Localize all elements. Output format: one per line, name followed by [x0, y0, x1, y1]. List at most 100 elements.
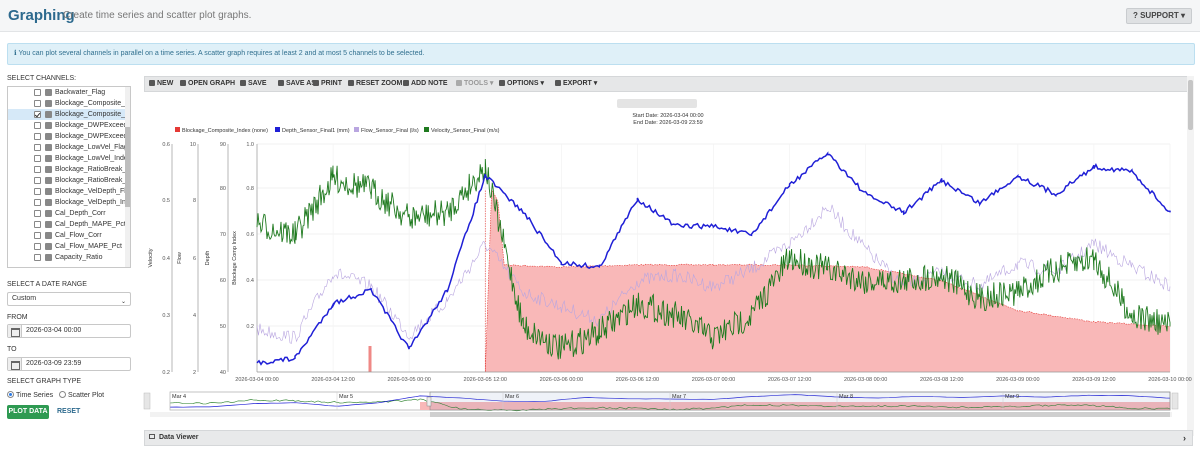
radio-icon[interactable] — [58, 391, 66, 398]
toolbar-item[interactable]: SAVE — [240, 77, 267, 91]
channel-item[interactable]: Blockage_VelDepth_Flag — [8, 186, 126, 197]
channel-icon — [45, 221, 52, 228]
channel-checkbox[interactable] — [34, 199, 41, 206]
chevron-right-icon[interactable]: › — [1183, 433, 1186, 443]
channel-checkbox[interactable] — [34, 122, 41, 129]
channel-checkbox[interactable] — [34, 89, 41, 96]
date-range-label: SELECT A DATE RANGE — [7, 281, 87, 288]
channel-icon — [45, 122, 52, 129]
x-tick-label: 2026-03-05 12:00 — [464, 377, 507, 383]
toolbar-item[interactable]: OPEN GRAPH — [180, 77, 235, 91]
channel-list[interactable]: Backwater_Flag Blockage_Composite_Fla Bloc… — [7, 86, 131, 268]
channel-item[interactable]: Backwater_Flag — [8, 87, 126, 98]
zoom-icon — [348, 80, 354, 86]
navigator-scroll-right[interactable] — [1171, 392, 1179, 410]
channel-checkbox[interactable] — [34, 166, 41, 173]
channel-item[interactable]: Cal_Flow_MAPE_Pct — [8, 241, 126, 252]
channel-item[interactable]: Cal_Flow_Corr — [8, 230, 126, 241]
channel-list-scroll-thumb[interactable] — [125, 127, 130, 207]
time-series-radio[interactable]: Time Series — [7, 391, 54, 399]
data-viewer-panel[interactable]: Data Viewer › — [144, 430, 1193, 446]
channel-checkbox[interactable] — [34, 210, 41, 217]
channel-item[interactable]: Blockage_RatioBreak_Fla — [8, 164, 126, 175]
channel-label: Blockage_RatioBreak_Inc — [55, 177, 126, 184]
info-text: You can plot several channels in paralle… — [18, 50, 425, 57]
support-button[interactable]: ? SUPPORT ▾ — [1125, 8, 1192, 24]
toolbar-item[interactable]: RESET ZOOM — [348, 77, 402, 91]
navigator-label: Mar 5 — [339, 394, 353, 400]
channel-item[interactable]: Capacity_Ratio — [8, 252, 126, 263]
caret-down-icon: ▾ — [1180, 11, 1185, 20]
page-scrollbar[interactable] — [1187, 76, 1194, 436]
channel-item[interactable]: Blockage_VelDepth_Inde — [8, 197, 126, 208]
page-scroll-thumb[interactable] — [1188, 80, 1193, 130]
channel-label: Cal_Depth_MAPE_Pct — [55, 221, 126, 228]
channel-icon — [45, 177, 52, 184]
calendar-icon[interactable] — [8, 358, 22, 370]
toolbar-item[interactable]: EXPORT ▾ — [555, 77, 597, 91]
to-date-field[interactable]: 2026-03-09 23:59 — [7, 357, 131, 371]
channel-item[interactable]: Blockage_Composite_Inc — [8, 109, 126, 120]
time-series-label[interactable]: Time Series — [16, 392, 54, 399]
reset-button[interactable]: RESET — [57, 408, 81, 415]
scatter-plot-radio[interactable]: Scatter Plot — [58, 391, 105, 399]
channel-label: Blockage_Composite_Fla — [55, 100, 126, 107]
channel-item[interactable]: Blockage_DWPExceed_In — [8, 131, 126, 142]
navigator-scrollbar-thumb[interactable] — [430, 412, 1170, 417]
radio-selected-icon[interactable] — [7, 391, 14, 398]
y-tick-label: 70 — [220, 232, 226, 238]
from-date-field[interactable]: 2026-03-04 00:00 — [7, 324, 131, 338]
navigator-scroll-left[interactable] — [143, 392, 151, 410]
toolbar-item-label: OPEN GRAPH — [188, 80, 236, 87]
channel-label: Backwater_Flag — [55, 89, 106, 96]
y-tick-label: 0.8 — [246, 186, 254, 192]
toolbar-item[interactable]: SAVE AS — [278, 77, 316, 91]
date-range-select[interactable]: Custom ⌄ — [7, 292, 131, 306]
navigator-handle-left[interactable] — [426, 396, 432, 407]
x-tick-label: 2026-03-08 00:00 — [844, 377, 887, 383]
channel-item[interactable]: Cal_Depth_MAPE_Pct — [8, 219, 126, 230]
channel-label: Blockage_LowVel_Flag — [55, 144, 126, 151]
scatter-plot-label[interactable]: Scatter Plot — [67, 392, 105, 399]
toolbar-item[interactable]: TOOLS ▾ — [456, 77, 493, 91]
channel-checkbox[interactable] — [34, 177, 41, 184]
x-tick-label: 2026-03-07 00:00 — [692, 377, 735, 383]
channel-checkbox[interactable] — [34, 133, 41, 140]
channel-item[interactable]: Blockage_LowVel_Index — [8, 153, 126, 164]
toolbar-item[interactable]: NEW — [149, 77, 173, 91]
navigator-label: Mar 7 — [672, 394, 686, 400]
x-tick-label: 2026-03-06 00:00 — [540, 377, 583, 383]
toolbar-item[interactable]: PRINT — [313, 77, 342, 91]
channel-checkbox[interactable] — [34, 100, 41, 107]
plot-data-button[interactable]: PLOT DATA — [7, 405, 49, 419]
channel-checkbox[interactable] — [34, 188, 41, 195]
channel-checkbox[interactable] — [34, 243, 41, 250]
channel-item[interactable]: Cal_Depth_Corr — [8, 208, 126, 219]
calendar-icon[interactable] — [8, 325, 22, 337]
channel-checkbox[interactable] — [34, 232, 41, 239]
channel-checkbox[interactable] — [34, 221, 41, 228]
toolbar-item[interactable]: ADD NOTE — [403, 77, 448, 91]
channel-checkbox[interactable] — [34, 144, 41, 151]
channel-item[interactable]: Blockage_Composite_Fla — [8, 98, 126, 109]
channel-item[interactable]: Blockage_DWPExceed_Fl — [8, 120, 126, 131]
folder-icon — [180, 80, 186, 86]
channel-item[interactable]: Blockage_LowVel_Flag — [8, 142, 126, 153]
info-alert: ℹ You can plot several channels in paral… — [7, 43, 1195, 65]
flow-series-line — [256, 204, 1171, 344]
graph-toolbar: NEW OPEN GRAPH SAVE SAVE AS PRINT RESET ZOOM A… — [144, 76, 1193, 92]
y-tick-label: 0.5 — [162, 198, 170, 204]
channel-label: Blockage_VelDepth_Inde — [55, 199, 126, 206]
y-tick-label: 8 — [193, 198, 196, 204]
legend-item: Blockage_Composite_Index (none) — [182, 128, 268, 134]
channel-label: Blockage_DWPExceed_In — [55, 133, 126, 140]
channel-item[interactable]: Blockage_RatioBreak_Inc — [8, 175, 126, 186]
channel-checkbox[interactable] — [34, 254, 41, 261]
y-tick-label: 0.6 — [246, 232, 254, 238]
toolbar-item[interactable]: OPTIONS ▾ — [499, 77, 544, 91]
channel-checkbox[interactable] — [34, 111, 41, 118]
y-tick-label: 0.4 — [162, 256, 170, 262]
wrench-icon — [456, 80, 462, 86]
channel-checkbox[interactable] — [34, 155, 41, 162]
